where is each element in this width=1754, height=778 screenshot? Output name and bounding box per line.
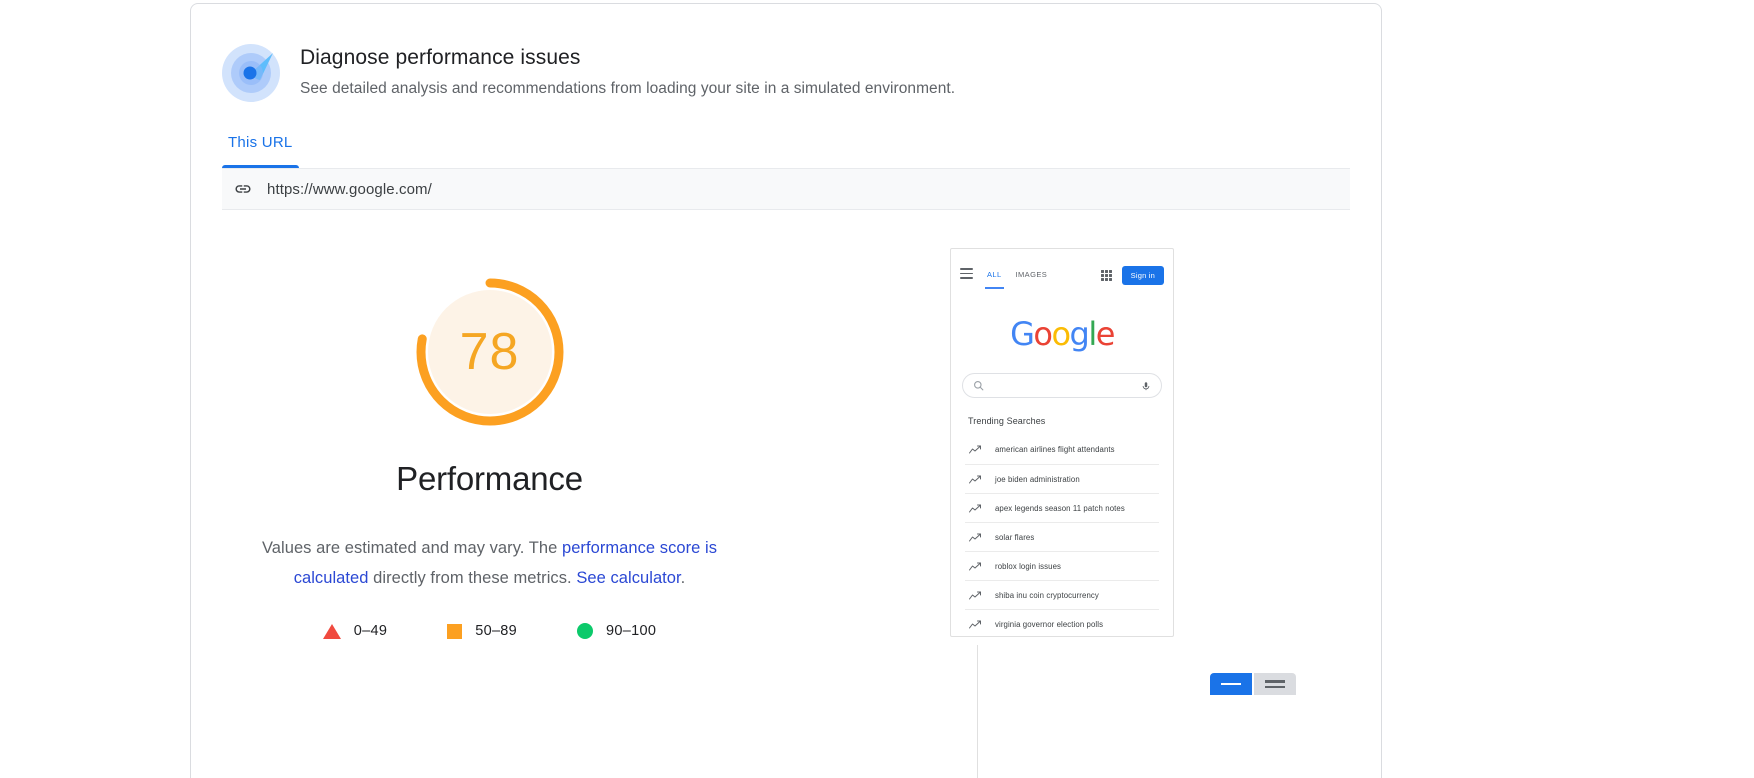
see-calculator-link[interactable]: See calculator: [576, 569, 681, 587]
trending-item-label: solar flares: [995, 532, 1035, 542]
list-item: roblox login issues: [965, 551, 1159, 580]
legend-label-low: 0–49: [353, 623, 388, 639]
pagespeed-report-card: Diagnose performance issues See detailed…: [190, 3, 1382, 778]
triangle-icon: [322, 623, 341, 639]
hamburger-menu-icon: [960, 268, 973, 282]
tab-bar: This URL: [222, 133, 1381, 168]
trending-item-label: joe biden administration: [995, 474, 1080, 484]
header-text-block: Diagnose performance issues See detailed…: [300, 41, 955, 101]
list-item: american airlines flight attendants: [965, 435, 1159, 464]
list-view-icon[interactable]: [1254, 673, 1296, 695]
trending-up-icon: [969, 445, 982, 454]
column-divider: [977, 645, 978, 778]
score-legend: 0–49 50–89 90–100: [191, 623, 788, 639]
trending-up-icon: [969, 504, 982, 513]
screenshot-signin-button: Sign in: [1121, 265, 1164, 285]
screenshot-nav-bar: ALL IMAGES Sign in: [951, 249, 1173, 289]
report-body: 78 Performance Values are estimated and …: [191, 248, 1381, 778]
trending-item-label: shiba inu coin cryptocurrency: [995, 590, 1099, 600]
disclaimer-part-3: .: [680, 569, 686, 587]
legend-item-high: 90–100: [577, 623, 656, 639]
logo-char-2: o: [1033, 315, 1053, 353]
screenshot-search-box: [962, 373, 1162, 398]
list-item: apex legends season 11 patch notes: [965, 493, 1159, 522]
square-icon: [447, 623, 463, 639]
logo-char-4: g: [1069, 315, 1090, 353]
list-item: shiba inu coin cryptocurrency: [965, 580, 1159, 609]
microphone-icon: [1141, 380, 1151, 392]
legend-item-low: 0–49: [322, 623, 388, 639]
screenshot-column: ALL IMAGES Sign in Google: [788, 248, 1381, 639]
trending-up-icon: [969, 533, 982, 542]
tab-this-url-label: This URL: [228, 134, 293, 151]
trending-searches-title: Trending Searches: [968, 416, 1046, 426]
list-item: solar flares: [965, 522, 1159, 551]
page-screenshot-thumbnail: ALL IMAGES Sign in Google: [950, 248, 1174, 637]
legend-label-medium: 50–89: [475, 623, 518, 639]
trending-up-icon: [969, 620, 982, 629]
list-item: joe biden administration: [965, 464, 1159, 493]
performance-score-link[interactable]: performance score is calculated: [293, 539, 718, 587]
trending-item-label: virginia governor election polls: [995, 619, 1104, 629]
apps-grid-icon: [1100, 269, 1112, 281]
legend-label-high: 90–100: [606, 623, 657, 639]
url-value: https://www.google.com/: [267, 180, 432, 198]
bar-view-icon[interactable]: [1210, 673, 1252, 695]
page-subtitle: See detailed analysis and recommendation…: [300, 80, 956, 97]
search-icon: [973, 380, 984, 391]
trending-up-icon: [969, 591, 982, 600]
score-disclaimer: Values are estimated and may vary. The p…: [255, 533, 725, 593]
logo-char-1: G: [1010, 315, 1035, 353]
trending-item-label: apex legends season 11 patch notes: [995, 503, 1125, 513]
google-logo: Google: [951, 315, 1173, 353]
logo-char-5: l: [1088, 315, 1097, 353]
performance-score-value: 78: [459, 323, 520, 381]
tab-this-url[interactable]: This URL: [222, 133, 299, 168]
url-bar[interactable]: https://www.google.com/: [222, 168, 1350, 210]
screenshot-nav-images: IMAGES: [1015, 269, 1048, 279]
disclaimer-part-1: Values are estimated and may vary. The: [261, 539, 562, 557]
trending-up-icon: [969, 475, 982, 484]
view-toggle-strip[interactable]: [1210, 673, 1296, 695]
list-item: virginia governor election polls: [965, 609, 1159, 636]
score-column: 78 Performance Values are estimated and …: [191, 248, 788, 639]
trending-item-label: roblox login issues: [995, 561, 1062, 571]
disclaimer-part-2: directly from these metrics.: [368, 569, 577, 587]
legend-item-medium: 50–89: [447, 623, 517, 639]
link-icon: [233, 179, 253, 199]
trending-searches-list: american airlines flight attendants joe …: [965, 435, 1159, 636]
circle-icon: [577, 623, 594, 639]
performance-category-label: Performance: [396, 460, 583, 497]
logo-char-3: o: [1051, 315, 1071, 353]
tab-active-indicator: [222, 165, 299, 168]
screenshot-nav-all: ALL: [985, 269, 1004, 289]
card-header: Diagnose performance issues See detailed…: [191, 4, 1381, 102]
gauge-wrapper: 78: [191, 272, 788, 432]
trending-up-icon: [969, 562, 982, 571]
page-title: Diagnose performance issues: [300, 46, 581, 69]
performance-gauge: 78: [410, 272, 570, 432]
logo-char-6: e: [1095, 315, 1116, 353]
pagespeed-insights-icon: [222, 44, 280, 102]
trending-item-label: american airlines flight attendants: [995, 445, 1115, 454]
